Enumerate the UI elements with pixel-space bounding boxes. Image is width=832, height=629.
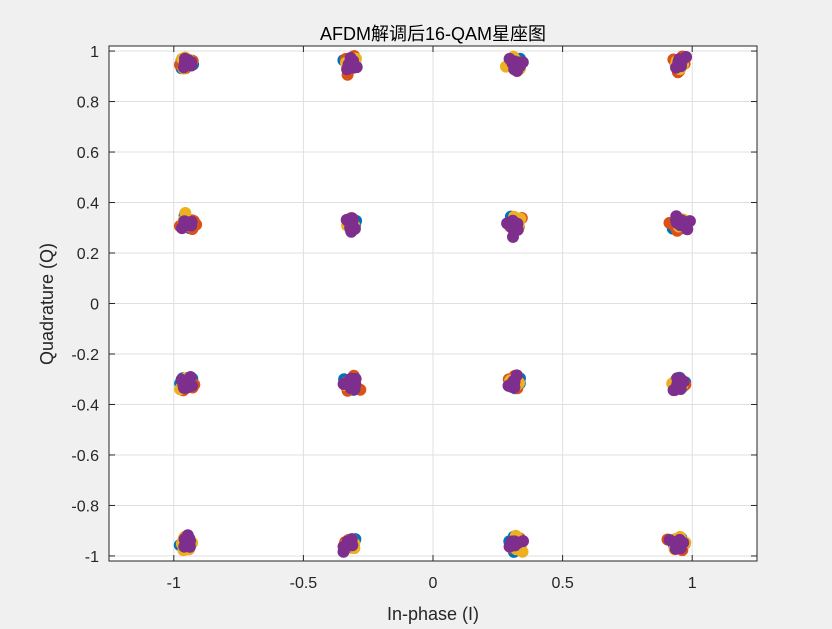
scatter-point xyxy=(673,536,686,549)
scatter-point xyxy=(506,376,519,389)
y-tick-label: 1 xyxy=(90,44,99,61)
y-tick-label: -0.6 xyxy=(71,448,99,465)
y-tick-label: 0.4 xyxy=(77,196,99,213)
x-axis-label: In-phase (I) xyxy=(387,604,479,624)
scatter-point xyxy=(344,537,357,550)
x-tick-label: -0.5 xyxy=(290,575,318,592)
ticks: -1 -0.5 0 0.5 1 -1 -0.8 -0.6 -0.4 -0.2 0 0.2 0.4 0.6 0… xyxy=(71,44,757,592)
x-tick-label: 1 xyxy=(688,575,697,592)
y-axis-label: Quadrature (Q) xyxy=(37,243,57,365)
y-tick-label: -0.8 xyxy=(71,498,99,515)
y-tick-label: 0 xyxy=(90,297,99,314)
scatter-point xyxy=(509,217,522,230)
scatter-point xyxy=(348,222,361,235)
scatter-points xyxy=(173,50,696,558)
scatter-point xyxy=(505,536,518,549)
y-tick-label: -0.2 xyxy=(71,347,99,364)
y-tick-label: 0.8 xyxy=(77,95,99,112)
chart-title: AFDM解调后16-QAM星座图 xyxy=(320,24,546,44)
grid xyxy=(109,46,757,561)
y-tick-label: 0.6 xyxy=(77,145,99,162)
y-tick-label: -1 xyxy=(85,549,99,566)
scatter-point xyxy=(345,381,358,394)
scatter-point xyxy=(346,212,359,225)
scatter-point xyxy=(347,61,360,74)
scatter-point xyxy=(673,53,686,66)
scatter-point xyxy=(345,372,358,385)
x-tick-label: 0.5 xyxy=(551,575,573,592)
y-tick-label: 0.2 xyxy=(77,246,99,263)
scatter-point xyxy=(179,52,191,65)
scatter-point xyxy=(183,540,196,553)
scatter-point xyxy=(668,384,681,396)
scatter-point xyxy=(183,217,195,230)
scatter-point xyxy=(671,372,684,385)
scatter-point xyxy=(663,534,676,546)
y-tick-label: -0.4 xyxy=(71,397,99,414)
x-tick-label: -1 xyxy=(167,575,181,592)
scatter-point xyxy=(183,377,196,390)
x-tick-label: 0 xyxy=(429,575,438,592)
scatter-point xyxy=(683,215,696,228)
scatter-point xyxy=(513,60,526,73)
scatter-point xyxy=(670,216,683,229)
